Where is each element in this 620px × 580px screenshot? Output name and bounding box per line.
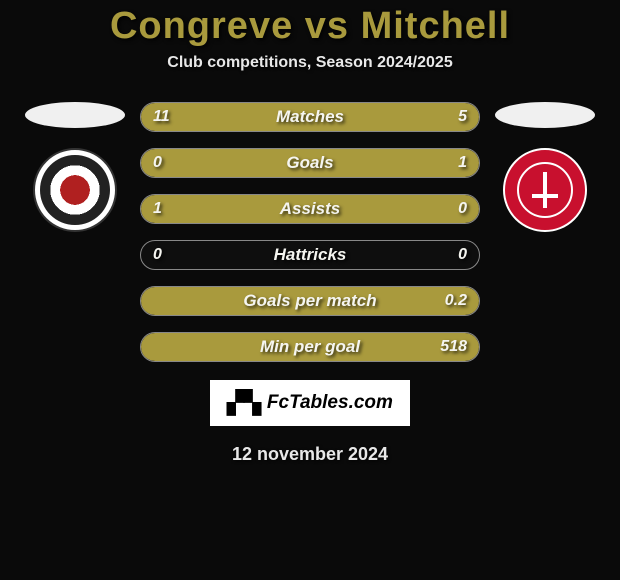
stat-label: Assists	[141, 195, 479, 223]
brand-logo-icon: ▞▚	[227, 390, 261, 416]
stat-label: Hattricks	[141, 241, 479, 269]
sword-icon	[543, 172, 547, 208]
stat-label: Goals per match	[141, 287, 479, 315]
right-team-badge	[503, 148, 587, 232]
brand-attribution[interactable]: ▞▚ FcTables.com	[210, 380, 410, 426]
left-player-silhouette	[25, 102, 125, 128]
page-subtitle: Club competitions, Season 2024/2025	[0, 54, 620, 72]
stat-bar: 10Assists	[140, 194, 480, 224]
stat-bar: 0.2Goals per match	[140, 286, 480, 316]
stat-label: Min per goal	[141, 333, 479, 361]
page-title: Congreve vs Mitchell	[0, 5, 620, 48]
stat-bar: 115Matches	[140, 102, 480, 132]
right-player-silhouette	[495, 102, 595, 128]
main-area: 115Matches 01Goals 10Assists 00Hattricks 0.2…	[0, 102, 620, 362]
date-line: 12 november 2024	[0, 444, 620, 465]
right-player-column	[495, 102, 595, 232]
left-player-column	[25, 102, 125, 232]
stat-bar: 01Goals	[140, 148, 480, 178]
stat-bar: 518Min per goal	[140, 332, 480, 362]
stats-bars: 115Matches 01Goals 10Assists 00Hattricks 0.2…	[140, 102, 480, 362]
comparison-infographic: Congreve vs Mitchell Club competitions, …	[0, 0, 620, 580]
left-team-badge	[33, 148, 117, 232]
brand-text: FcTables.com	[267, 392, 393, 414]
stat-label: Goals	[141, 149, 479, 177]
stat-label: Matches	[141, 103, 479, 131]
stat-bar: 00Hattricks	[140, 240, 480, 270]
charlton-inner-ring	[517, 162, 573, 218]
